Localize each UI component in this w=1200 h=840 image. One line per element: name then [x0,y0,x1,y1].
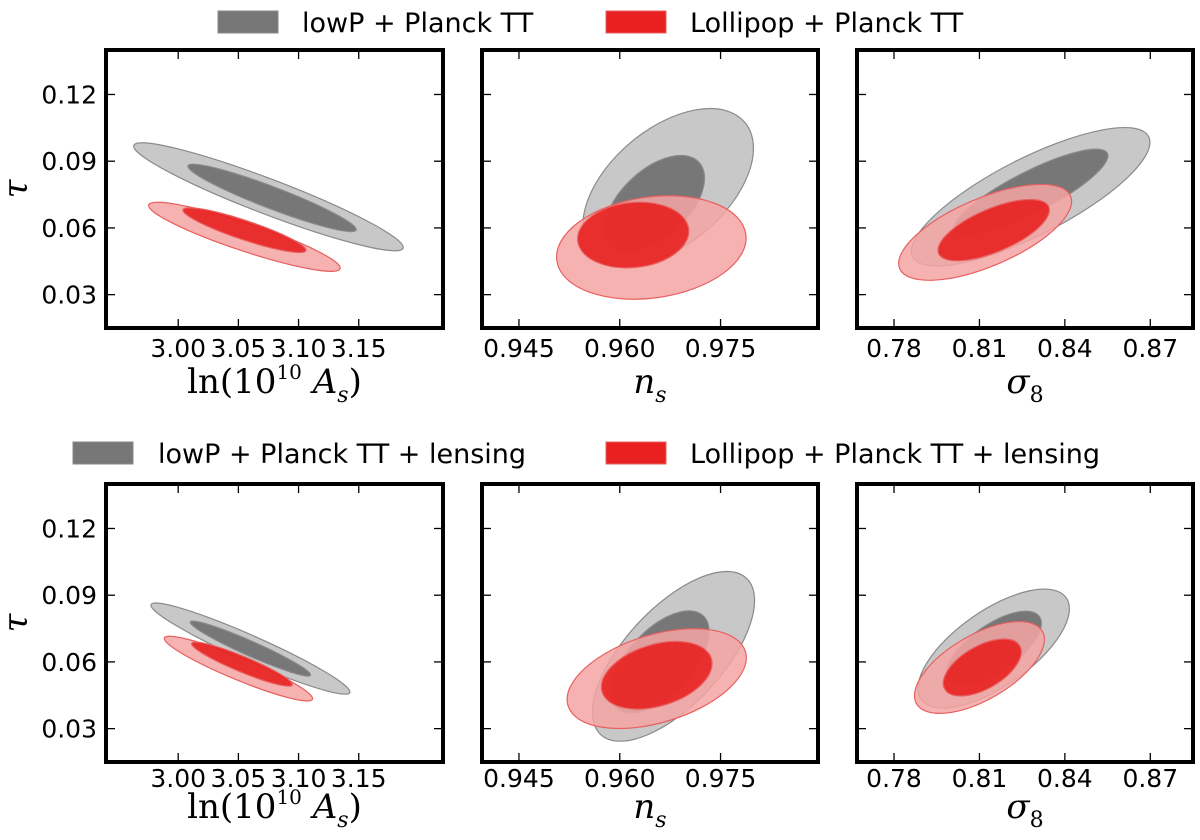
x-tick-label: 0.975 [685,764,757,793]
lollipop-contour-68 [182,207,307,254]
lowp-contour-68 [189,620,312,677]
x-tick-label: 3.05 [211,764,267,793]
x-label-part: ) [349,362,362,402]
x-label-subscript: 8 [1030,383,1044,408]
x-tick-label: 0.78 [866,764,922,793]
x-axis-label: σ8 [1006,362,1043,408]
panel-2-1: 0.03 0.06 0.09 0.12 3.00 3.05 3.10 3.15ln(1010 … [41,482,445,833]
x-axis-label: ln(1010 As) [187,360,362,408]
x-label-symbol: n [633,787,655,827]
y-tick-label: 0.12 [41,514,97,543]
x-tick-label: 0.960 [584,764,656,793]
y-tick-label: 0.09 [41,147,97,176]
contour-regions [150,602,351,702]
lollipop-contour-68 [600,640,713,710]
y-tick-label: 0.03 [41,281,97,310]
x-tick-label: 0.975 [685,334,757,363]
contour-regions [555,107,755,300]
x-label-symbol: A [302,787,337,827]
x-tick-label: 0.960 [584,334,656,363]
x-label-superscript: 10 [276,785,301,809]
legend-swatch [605,10,667,34]
x-axis-label: ns [633,362,666,408]
x-axis-label: ln(1010 As) [187,785,362,833]
x-label-symbol: σ [1006,787,1030,827]
panel-1-1: 0.03 0.06 0.09 0.12 3.00 3.05 3.10 3.15ln(1010 … [41,48,445,408]
lollipop-contour-68 [937,198,1050,262]
panel-1-3: 0.78 0.81 0.84 0.87 σ8 [855,48,1195,408]
panel-1-2: 0.945 0.960 0.975 ns [480,48,820,408]
y-axis-label: τ [0,612,36,632]
panel-frame [104,48,445,330]
x-label-superscript: 10 [276,360,301,384]
lollipop-contour-68 [577,201,690,269]
legend-label: lowP + Planck TT + lensing [158,439,526,470]
x-axis-label: σ8 [1006,787,1043,833]
x-tick-label: 0.945 [483,764,555,793]
contour-regions [133,142,404,272]
x-label-subscript: 8 [1030,808,1044,833]
lowp-contour-68 [187,163,357,233]
panel-2-2: 0.945 0.960 0.975 ns [480,482,820,833]
panel-2-3: 0.78 0.81 0.84 0.87 σ8 [855,482,1195,833]
y-tick-label: 0.06 [41,648,97,677]
x-label-part: ) [349,787,362,827]
panel-frame [855,482,1195,764]
x-label-part: ln(10 [187,362,276,402]
y-axis-label: τ [0,178,36,198]
x-label-subscript: s [655,383,666,408]
x-tick-label: 3.05 [211,334,267,363]
x-tick-label: 3.10 [271,334,327,363]
legend-swatch [217,10,279,34]
legend-label: Lollipop + Planck TT + lensing [690,439,1100,470]
panel-frame [104,482,445,764]
x-label-symbol: n [633,362,655,402]
contour-regions [566,570,756,742]
lollipop-contour-68 [191,641,293,687]
panel-frame [480,482,820,764]
y-tick-label: 0.09 [41,581,97,610]
x-tick-label: 0.87 [1122,764,1178,793]
x-label-symbol: A [302,362,337,402]
lollipop-contour-68 [942,638,1022,697]
contour-row-1: lowP + Planck TT Lollipop + Planck TTτ0.0… [0,8,1195,408]
legend-label: lowP + Planck TT [302,8,534,39]
x-tick-label: 3.15 [331,334,387,363]
x-label-subscript: s [337,383,348,408]
x-tick-label: 0.84 [1037,334,1093,363]
contour-regions [913,588,1070,715]
x-tick-label: 3.00 [150,334,206,363]
x-tick-label: 0.945 [483,334,555,363]
x-tick-label: 3.10 [271,764,327,793]
contour-regions [898,126,1151,281]
x-label-subscript: s [337,808,348,833]
contour-row-2: lowP + Planck TT + lensing Lollipop + Pla… [0,439,1195,833]
x-label-part: ln(10 [187,787,276,827]
x-tick-label: 0.81 [952,764,1008,793]
x-tick-label: 0.87 [1122,334,1178,363]
x-tick-label: 3.15 [331,764,387,793]
x-tick-label: 0.81 [952,334,1008,363]
panel-frame [855,48,1195,330]
x-label-subscript: s [655,808,666,833]
legend-label: Lollipop + Planck TT [690,8,964,39]
x-tick-label: 3.00 [150,764,206,793]
y-tick-label: 0.03 [41,715,97,744]
legend-swatch [72,441,134,465]
x-tick-label: 0.84 [1037,764,1093,793]
y-tick-label: 0.06 [41,214,97,243]
y-tick-label: 0.12 [41,80,97,109]
panel-frame [480,48,820,330]
x-tick-label: 0.78 [866,334,922,363]
x-axis-label: ns [633,787,666,833]
legend-swatch [605,441,667,465]
x-label-symbol: σ [1006,362,1030,402]
